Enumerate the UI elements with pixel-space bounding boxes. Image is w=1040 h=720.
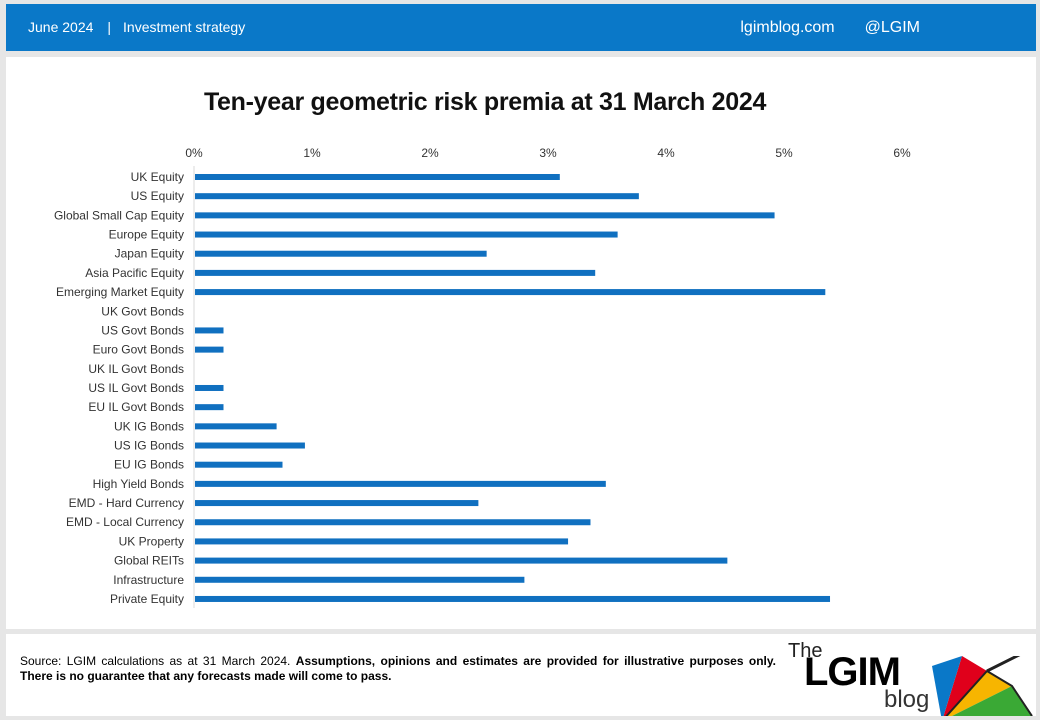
bar bbox=[195, 346, 224, 353]
x-tick-label: 4% bbox=[657, 146, 675, 160]
logo-lgim: LGIM bbox=[804, 650, 901, 694]
bar bbox=[195, 538, 569, 545]
source-text: Source: LGIM calculations as at 31 March… bbox=[20, 654, 291, 668]
category-label: Asia Pacific Equity bbox=[85, 266, 184, 280]
bar bbox=[195, 174, 560, 180]
category-label: EMD - Local Currency bbox=[66, 515, 184, 529]
category-label: UK IG Bonds bbox=[114, 419, 184, 433]
bar bbox=[195, 461, 283, 468]
category-label: EU IL Govt Bonds bbox=[88, 400, 184, 414]
category-label: UK Property bbox=[119, 534, 184, 548]
bar bbox=[195, 289, 826, 296]
top-banner: June 2024 | Investment strategy lgimblog.c… bbox=[6, 4, 1036, 51]
x-tick-label: 6% bbox=[893, 146, 911, 160]
chart-title: Ten-year geometric risk premia at 31 Mar… bbox=[203, 88, 767, 116]
x-tick-label: 3% bbox=[539, 146, 557, 160]
bar bbox=[195, 327, 224, 334]
bar bbox=[195, 480, 606, 487]
category-label: Europe Equity bbox=[109, 228, 184, 242]
bar bbox=[195, 557, 728, 564]
category-label: EMD - Hard Currency bbox=[69, 496, 184, 510]
category-label: Global Small Cap Equity bbox=[54, 208, 184, 222]
footer: Source: LGIM calculations as at 31 March… bbox=[6, 634, 1036, 716]
x-tick-label: 1% bbox=[303, 146, 321, 160]
x-tick-label: 5% bbox=[775, 146, 793, 160]
banner-separator: | bbox=[107, 19, 112, 35]
bar-chart: 0% 1% 2% 3% 4% 5% 6% UK Equity US Equity Global S… bbox=[54, 146, 911, 608]
banner-category[interactable]: Investment strategy bbox=[123, 19, 246, 35]
bar bbox=[195, 404, 224, 411]
bar bbox=[195, 519, 591, 526]
bar bbox=[195, 442, 305, 449]
category-label: US IL Govt Bonds bbox=[88, 381, 184, 395]
umbrella-icon bbox=[932, 656, 1033, 716]
logo-the: The bbox=[788, 640, 823, 662]
category-label: Japan Equity bbox=[115, 247, 184, 261]
banner-right: lgimblog.com @LGIM bbox=[740, 19, 920, 37]
bar bbox=[195, 269, 596, 276]
twitter-handle-link[interactable]: @LGIM bbox=[864, 19, 920, 36]
x-tick-label: 0% bbox=[185, 146, 203, 160]
category-label: EU IG Bonds bbox=[114, 458, 184, 472]
category-label: UK Equity bbox=[131, 170, 184, 184]
bar bbox=[195, 595, 831, 602]
logo-blog: blog bbox=[884, 686, 930, 713]
bar bbox=[195, 231, 618, 238]
banner-left: June 2024 | Investment strategy bbox=[28, 19, 245, 35]
bar bbox=[195, 250, 487, 257]
bar bbox=[195, 193, 639, 200]
lgim-blog-logo[interactable]: The LGIM blog bbox=[782, 638, 1036, 716]
category-label: Global REITs bbox=[114, 554, 184, 568]
disclaimer-text: Assumptions, opinions and estimates are … bbox=[20, 654, 776, 683]
category-label: US Govt Bonds bbox=[101, 323, 184, 337]
category-label: US Equity bbox=[131, 189, 184, 203]
category-label: UK Govt Bonds bbox=[101, 304, 184, 318]
category-label: Emerging Market Equity bbox=[56, 285, 184, 299]
category-label: Infrastructure bbox=[113, 573, 184, 587]
bar bbox=[195, 423, 277, 430]
source-note: Source: LGIM calculations as at 31 March… bbox=[20, 654, 776, 684]
bar bbox=[195, 500, 479, 507]
site-link[interactable]: lgimblog.com bbox=[740, 19, 835, 36]
chart-panel bbox=[6, 57, 1036, 629]
category-label: US IG Bonds bbox=[114, 439, 184, 453]
category-label: Euro Govt Bonds bbox=[93, 343, 184, 357]
bar bbox=[195, 212, 775, 219]
x-tick-label: 2% bbox=[421, 146, 439, 160]
bar bbox=[195, 384, 224, 391]
category-label: Private Equity bbox=[110, 592, 184, 606]
banner-date: June 2024 bbox=[28, 19, 94, 35]
bar bbox=[195, 576, 525, 583]
category-label: High Yield Bonds bbox=[93, 477, 184, 491]
category-label: UK IL Govt Bonds bbox=[88, 362, 184, 376]
